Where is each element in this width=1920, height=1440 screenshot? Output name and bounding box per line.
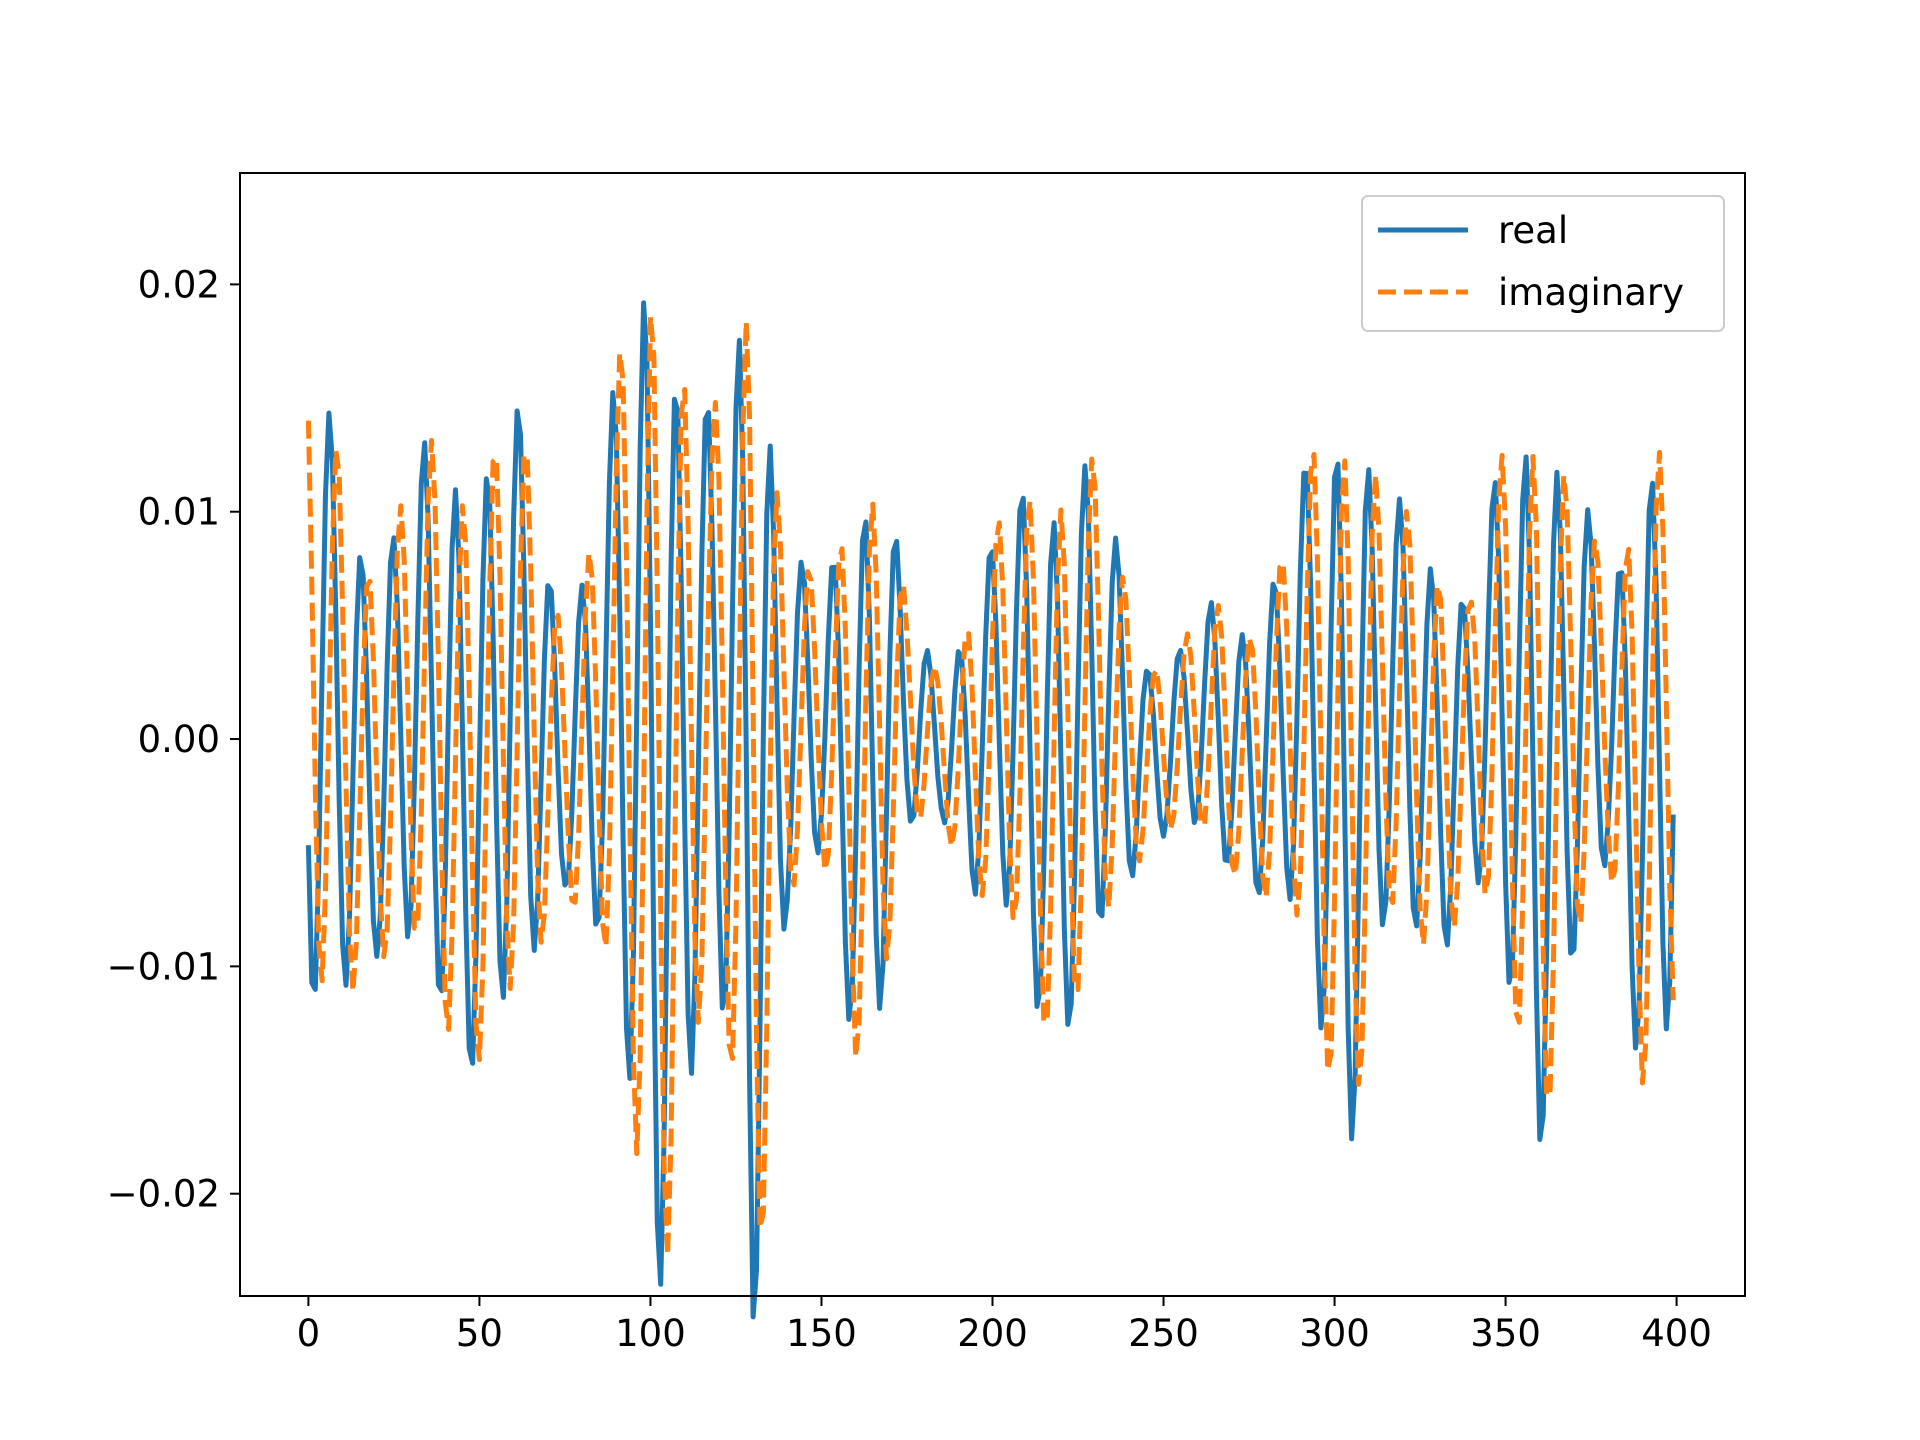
legend: real imaginary — [1361, 195, 1725, 332]
legend-label-real: real — [1498, 209, 1568, 252]
y-axis: −0.02 −0.01 0.00 0.01 0.02 — [107, 263, 240, 1216]
x-tick-label: 250 — [1128, 1312, 1199, 1355]
series-line-imaginary — [305, 314, 1676, 1258]
y-tick-label: 0.02 — [138, 263, 220, 306]
x-tick-label: 400 — [1641, 1312, 1712, 1355]
series-layer — [305, 300, 1676, 1320]
x-tick-label: 350 — [1470, 1312, 1541, 1355]
x-tick-label: 300 — [1299, 1312, 1370, 1355]
x-tick-label: 0 — [297, 1312, 321, 1355]
y-tick-label: 0.00 — [138, 718, 220, 761]
y-tick-label: −0.01 — [107, 945, 220, 988]
y-tick-label: 0.01 — [138, 491, 220, 534]
x-tick-label: 100 — [615, 1312, 686, 1355]
x-tick-label: 150 — [786, 1312, 857, 1355]
x-tick-label: 50 — [456, 1312, 503, 1355]
x-tick-label: 200 — [957, 1312, 1028, 1355]
legend-label-imaginary: imaginary — [1498, 271, 1684, 314]
series-line-real — [305, 300, 1676, 1320]
y-tick-label: −0.02 — [107, 1173, 220, 1216]
x-axis: 0 50 100 150 200 250 300 350 400 — [297, 1296, 1712, 1355]
